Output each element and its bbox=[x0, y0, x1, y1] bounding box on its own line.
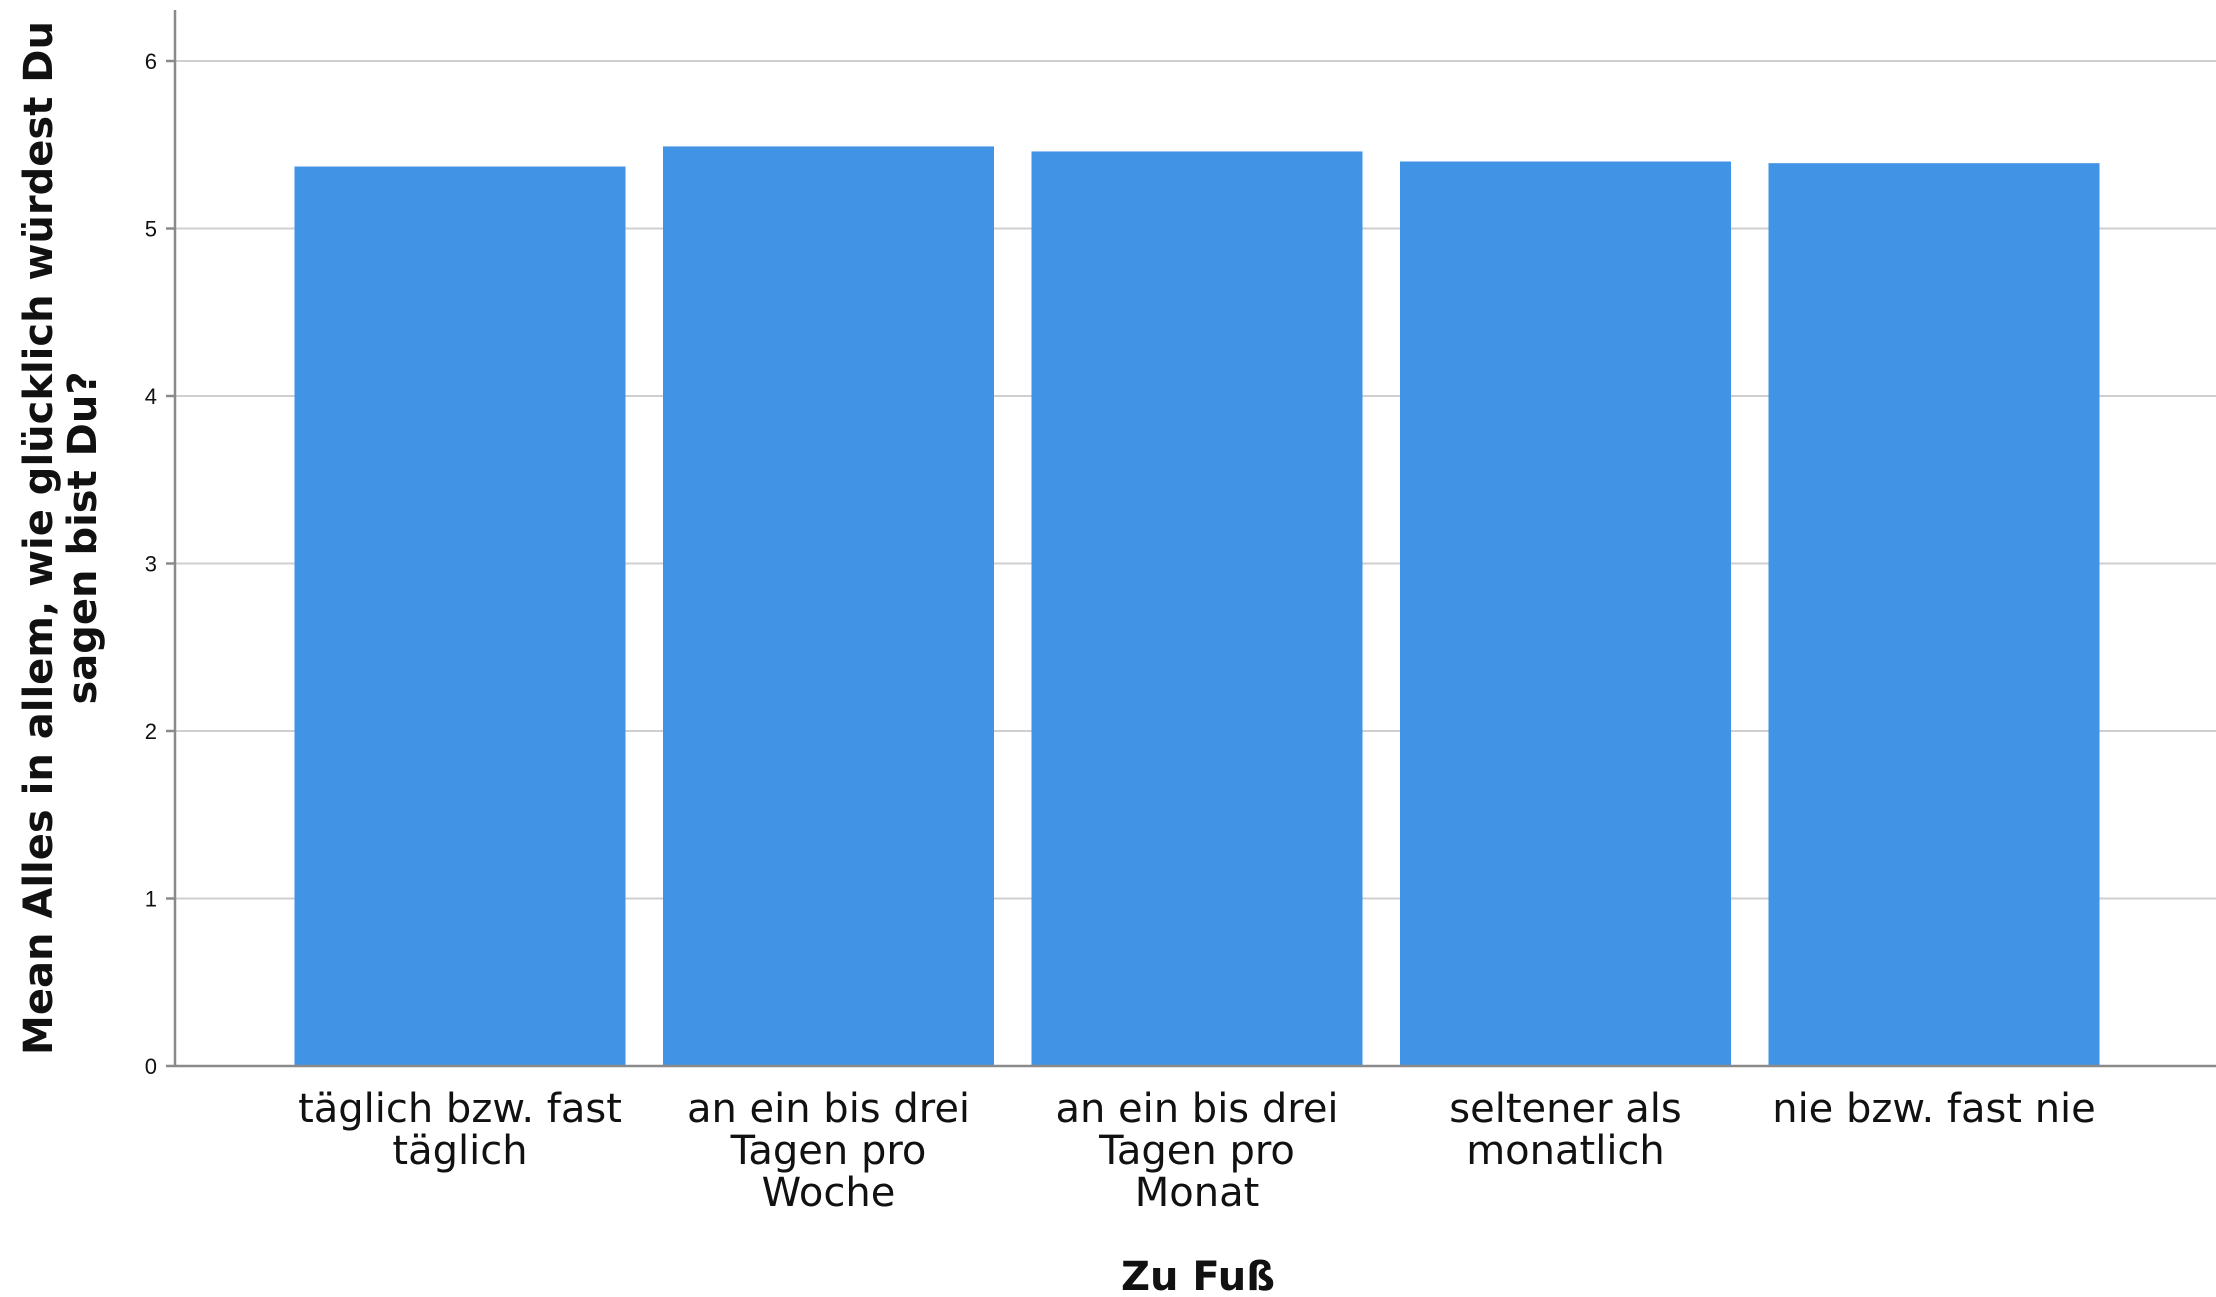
y-tick-label: 4 bbox=[145, 384, 157, 409]
x-tick-label: nie bzw. fast nie bbox=[1772, 1086, 2096, 1132]
bar bbox=[294, 166, 626, 1066]
bar bbox=[1768, 163, 2100, 1067]
x-tick-labels: täglich bzw. fast täglich an ein bis drei T… bbox=[298, 1086, 2096, 1216]
y-tick-label: 6 bbox=[145, 49, 157, 74]
x-axis-title: Zu Fuß bbox=[1121, 1254, 1275, 1297]
y-tick-label: 1 bbox=[145, 887, 157, 912]
x-tick-label: seltener als monatlich bbox=[1449, 1086, 1681, 1174]
bar bbox=[663, 146, 994, 1067]
x-tick-label: an ein bis drei Tagen pro Woche bbox=[687, 1086, 970, 1216]
bar bbox=[1400, 161, 1731, 1066]
bars bbox=[294, 146, 2100, 1067]
y-tick-label: 5 bbox=[145, 217, 157, 242]
x-tick-label: täglich bzw. fast täglich bbox=[298, 1086, 622, 1174]
y-tick-label: 3 bbox=[145, 552, 157, 577]
y-tick-label: 0 bbox=[145, 1054, 157, 1079]
y-axis-title: Mean Alles in allem, wie glücklich würde… bbox=[16, 21, 106, 1055]
y-tick-label: 2 bbox=[145, 719, 157, 744]
bar bbox=[1031, 151, 1363, 1066]
x-tick-label: an ein bis drei Tagen pro Monat bbox=[1055, 1086, 1338, 1216]
y-tick-labels: 0 1 2 3 4 5 6 bbox=[145, 49, 175, 1079]
